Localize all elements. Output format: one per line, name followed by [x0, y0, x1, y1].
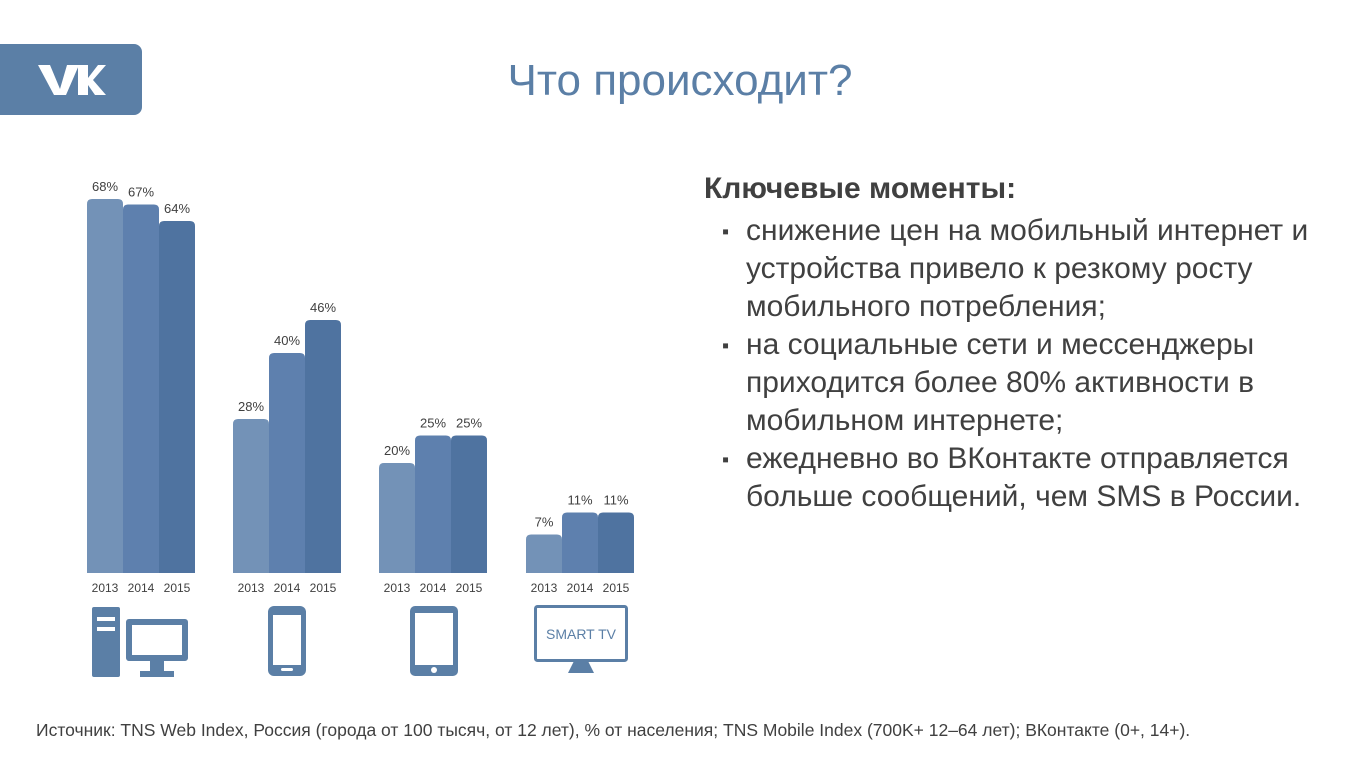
data-label: 7%	[535, 515, 554, 530]
bar-2015-group-1	[159, 221, 195, 573]
bar-2015-group-3	[451, 435, 487, 573]
list-item: ▪ снижение цен на мобильный интернет и ус…	[704, 212, 1344, 326]
year-tick-label: 2014	[128, 581, 155, 595]
data-label: 67%	[128, 185, 154, 200]
bar-2013-group-4	[526, 534, 562, 573]
data-label: 28%	[238, 399, 264, 414]
year-tick-label: 2015	[164, 581, 191, 595]
bar-2013-group-2	[233, 419, 269, 573]
bullet-icon: ▪	[722, 221, 730, 243]
bar-2014-group-3	[415, 435, 451, 573]
data-label: 46%	[310, 300, 336, 315]
bar-2015-group-2	[305, 320, 341, 573]
year-tick-label: 2015	[456, 581, 483, 595]
key-points: Ключевые моменты: ▪ снижение цен на мобил…	[704, 170, 1344, 516]
key-point-text: снижение цен на мобильный интернет и уст…	[746, 214, 1309, 323]
year-tick-label: 2014	[420, 581, 447, 595]
key-point-text: ежедневно во ВКонтакте отправляется боль…	[746, 442, 1302, 513]
vk-logo	[0, 44, 142, 115]
key-point-text: на социальные сети и мессенджеры приходи…	[746, 328, 1255, 437]
bullet-icon: ▪	[722, 335, 730, 357]
smart-tv-icon: SMART TV	[534, 605, 628, 673]
data-label: 11%	[567, 493, 592, 508]
bar-chart: 68% 2013 67% 2014 64% 2015 28% 2013 40% 2014 46% 20…	[87, 179, 634, 595]
bar-2014-group-2	[269, 353, 305, 573]
bar-2014-group-1	[123, 204, 159, 573]
year-tick-label: 2015	[310, 581, 337, 595]
data-label: 20%	[384, 443, 410, 458]
list-item: ▪ на социальные сети и мессенджеры приход…	[704, 326, 1344, 440]
bar-2015-group-4	[598, 512, 634, 573]
key-points-heading: Ключевые моменты:	[704, 172, 1017, 205]
data-label: 68%	[92, 179, 118, 194]
list-item: ▪ ежедневно во ВКонтакте отправляется бол…	[704, 440, 1344, 516]
year-tick-label: 2014	[567, 581, 594, 595]
data-label: 25%	[456, 416, 482, 431]
year-tick-label: 2013	[384, 581, 411, 595]
vk-logo-icon	[38, 65, 106, 95]
bar-2013-group-3	[379, 463, 415, 573]
year-tick-label: 2015	[603, 581, 630, 595]
data-label: 25%	[420, 416, 446, 431]
tablet-icon	[410, 606, 458, 676]
page-title: Что происходит?	[507, 56, 853, 105]
smartphone-icon	[268, 606, 306, 676]
year-tick-label: 2013	[531, 581, 558, 595]
bar-2013-group-1	[87, 199, 123, 573]
year-tick-label: 2013	[238, 581, 265, 595]
year-tick-label: 2013	[92, 581, 119, 595]
key-points-list: ▪ снижение цен на мобильный интернет и ус…	[704, 212, 1344, 516]
bar-2014-group-4	[562, 512, 598, 573]
data-label: 64%	[164, 201, 190, 216]
smart-tv-label: SMART TV	[546, 626, 617, 642]
data-label: 40%	[274, 333, 300, 348]
source-note: Источник: TNS Web Index, Россия (города …	[36, 720, 1191, 740]
data-label: 11%	[603, 493, 628, 508]
bullet-icon: ▪	[722, 449, 730, 471]
year-tick-label: 2014	[274, 581, 301, 595]
desktop-computer-icon	[92, 607, 188, 677]
